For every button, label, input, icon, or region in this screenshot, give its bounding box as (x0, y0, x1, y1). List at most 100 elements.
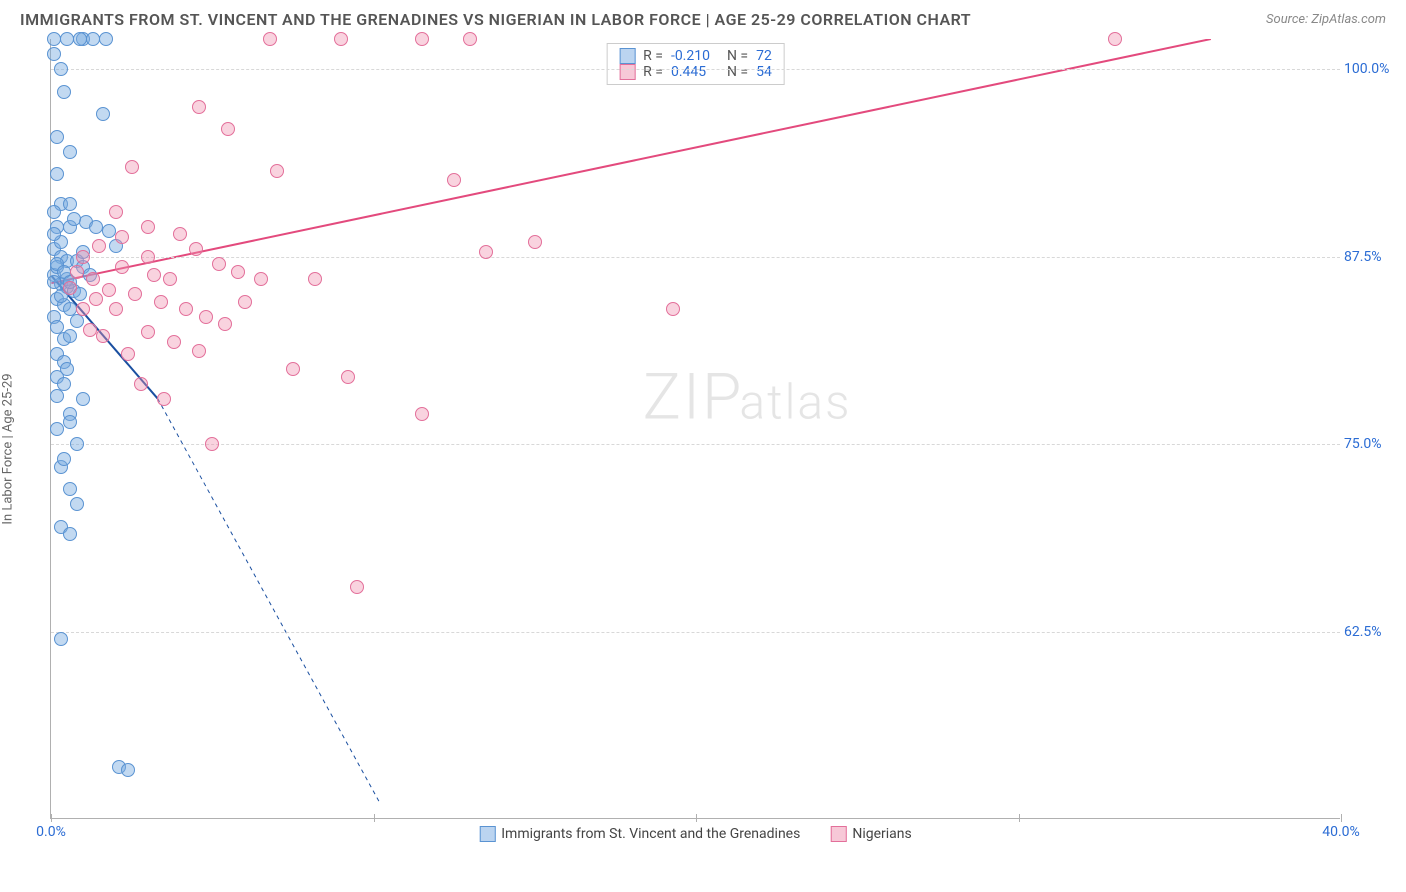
data-point (115, 230, 129, 244)
chart-title: IMMIGRANTS FROM ST. VINCENT AND THE GREN… (20, 10, 971, 29)
trend-lines (51, 39, 1340, 818)
data-point (60, 362, 74, 376)
data-point (47, 47, 61, 61)
data-point (128, 287, 142, 301)
data-point (157, 392, 171, 406)
data-point (415, 32, 429, 46)
gridline-h (51, 257, 1340, 258)
data-point (147, 268, 161, 282)
data-point (83, 323, 97, 337)
data-point (57, 85, 71, 99)
data-point (154, 295, 168, 309)
data-point (70, 497, 84, 511)
data-point (109, 302, 123, 316)
data-point (63, 329, 77, 343)
x-tick (696, 814, 697, 822)
x-tick-label: 40.0% (1322, 824, 1360, 840)
data-point (192, 344, 206, 358)
data-point (47, 227, 61, 241)
data-point (141, 325, 155, 339)
data-point (92, 239, 106, 253)
x-tick (1341, 814, 1342, 822)
data-point (341, 370, 355, 384)
data-point (47, 205, 61, 219)
data-point (134, 377, 148, 391)
data-point (141, 250, 155, 264)
data-point (76, 302, 90, 316)
watermark-atlas: atlas (739, 374, 851, 431)
data-point (70, 314, 84, 328)
gridline-h (51, 632, 1340, 633)
x-tick (374, 814, 375, 822)
watermark-zip: ZIP (643, 360, 744, 435)
data-point (86, 272, 100, 286)
data-point (254, 272, 268, 286)
data-point (447, 173, 461, 187)
data-point (121, 347, 135, 361)
data-point (63, 415, 77, 429)
chart-container: In Labor Force | Age 25-29 ZIPatlas R = … (20, 39, 1386, 859)
data-point (231, 265, 245, 279)
data-point (63, 281, 77, 295)
data-point (50, 422, 64, 436)
data-point (179, 302, 193, 316)
x-tick (51, 814, 52, 822)
data-point (57, 452, 71, 466)
data-point (286, 362, 300, 376)
data-point (666, 302, 680, 316)
data-point (270, 164, 284, 178)
data-point (76, 250, 90, 264)
data-point (528, 235, 542, 249)
swatch-a-bottom (479, 826, 495, 842)
gridline-h (51, 444, 1340, 445)
data-point (89, 220, 103, 234)
data-point (89, 292, 103, 306)
watermark: ZIPatlas (643, 360, 852, 435)
data-point (63, 197, 77, 211)
data-point (47, 32, 61, 46)
swatch-b-bottom (830, 826, 846, 842)
data-point (50, 167, 64, 181)
y-tick-label: 62.5% (1344, 624, 1400, 640)
data-point (63, 482, 77, 496)
source-label: Source: ZipAtlas.com (1266, 12, 1386, 27)
r-value-a: -0.210 (671, 48, 719, 64)
r-label-a: R = (643, 48, 663, 64)
data-point (63, 145, 77, 159)
data-point (54, 62, 68, 76)
data-point (163, 272, 177, 286)
gridline-h (51, 69, 1340, 70)
y-tick-label: 100.0% (1344, 61, 1400, 77)
data-point (1108, 32, 1122, 46)
data-point (205, 437, 219, 451)
data-point (86, 32, 100, 46)
data-point (125, 160, 139, 174)
data-point (67, 212, 81, 226)
data-point (109, 205, 123, 219)
data-point (218, 317, 232, 331)
data-point (334, 32, 348, 46)
n-label-b: N = (727, 64, 748, 80)
data-point (308, 272, 322, 286)
legend-bottom: Immigrants from St. Vincent and the Gren… (479, 826, 912, 842)
legend-label-a: Immigrants from St. Vincent and the Gren… (501, 826, 800, 842)
r-value-b: 0.445 (671, 64, 719, 80)
data-point (76, 392, 90, 406)
n-value-b: 54 (756, 64, 772, 80)
data-point (141, 220, 155, 234)
y-tick-label: 75.0% (1344, 436, 1400, 452)
data-point (463, 32, 477, 46)
data-point (102, 224, 116, 238)
data-point (99, 32, 113, 46)
data-point (50, 130, 64, 144)
data-point (479, 245, 493, 259)
data-point (167, 335, 181, 349)
data-point (96, 329, 110, 343)
data-point (350, 580, 364, 594)
n-label-a: N = (727, 48, 748, 64)
data-point (102, 283, 116, 297)
y-axis-label: In Labor Force | Age 25-29 (1, 373, 16, 524)
swatch-series-b (619, 64, 635, 80)
data-point (70, 265, 84, 279)
data-point (63, 527, 77, 541)
